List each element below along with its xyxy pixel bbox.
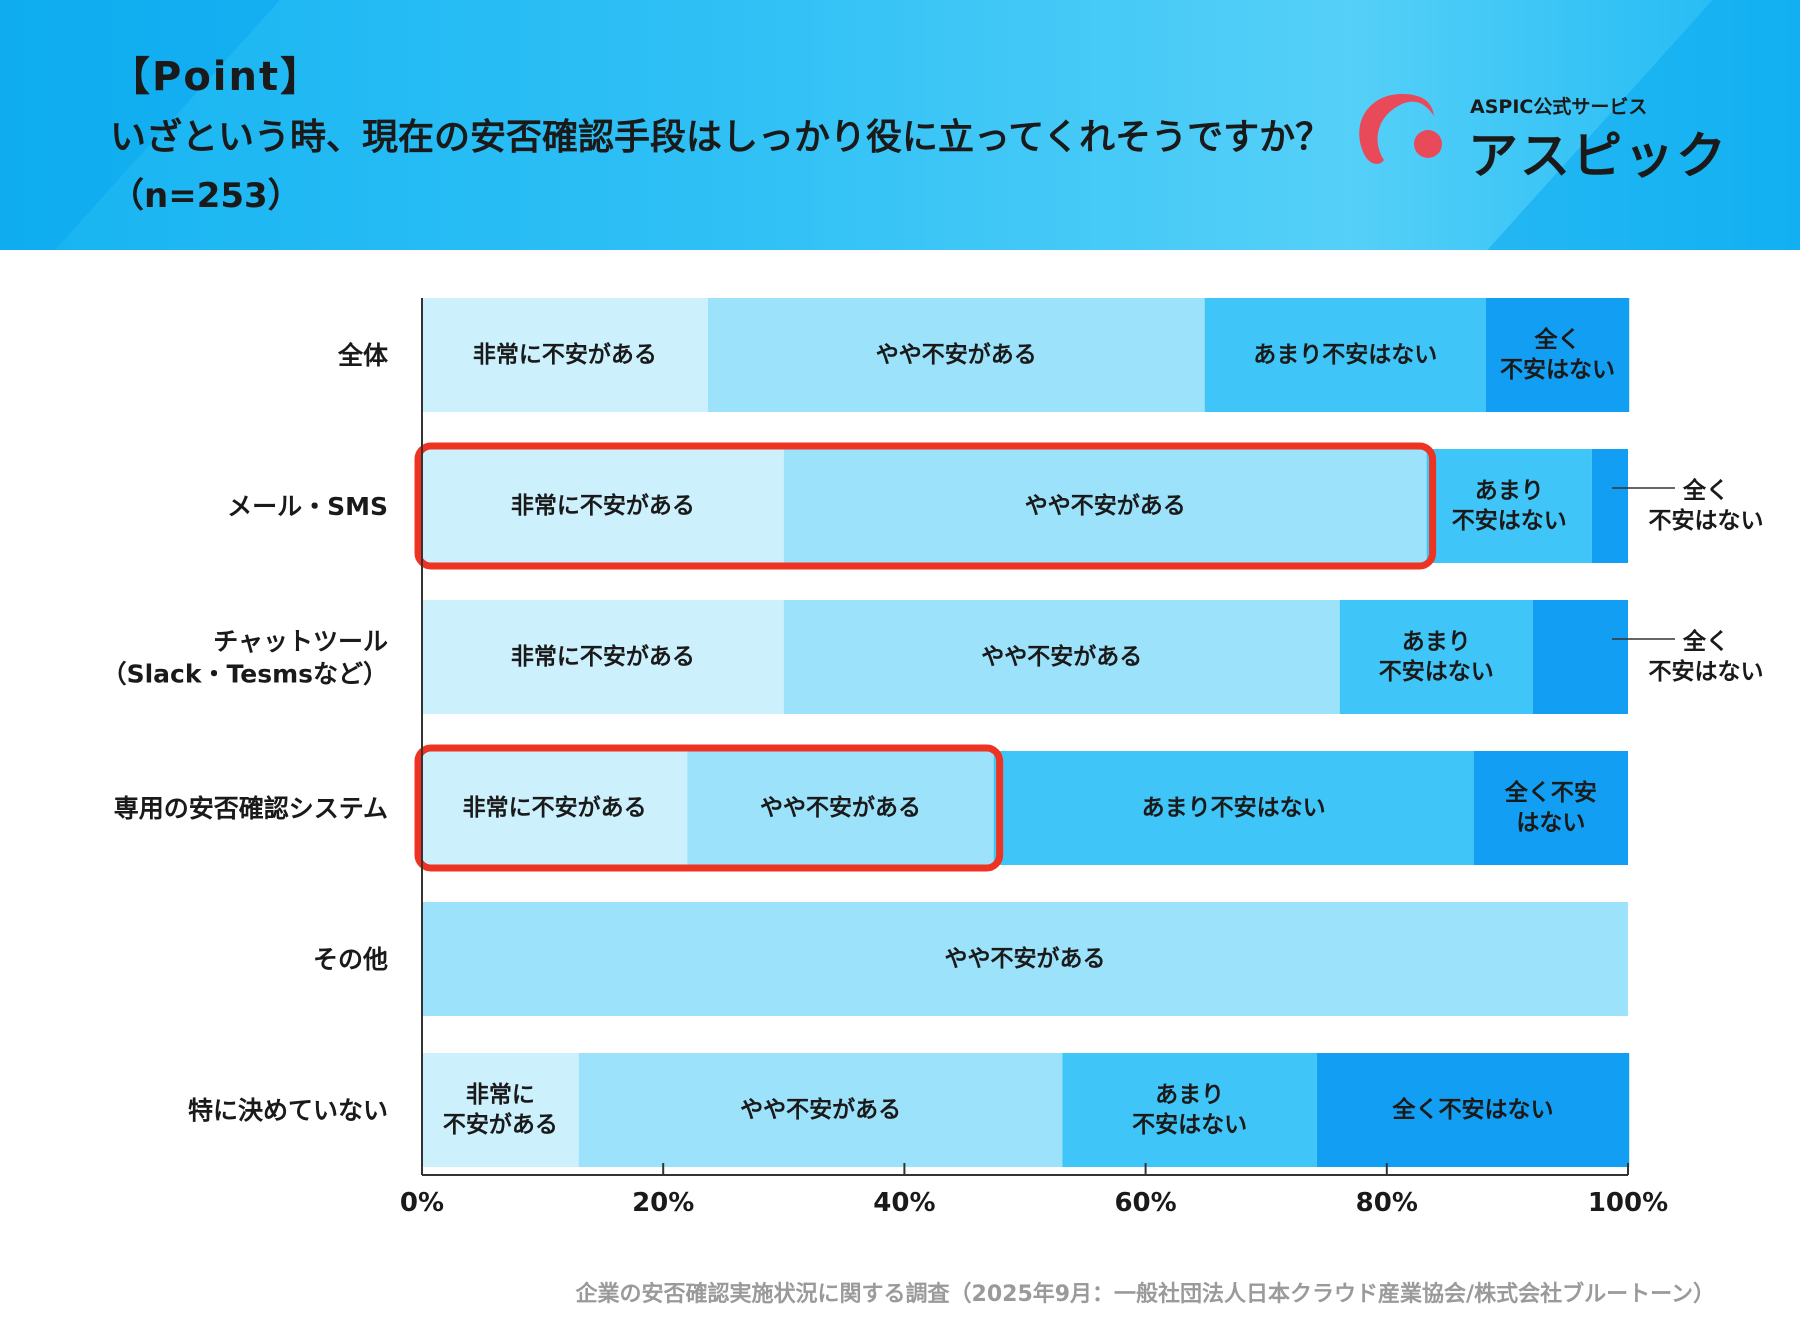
category-label: 専用の安否確認システム <box>114 794 388 823</box>
chart-title: いざという時、現在の安否確認手段はしっかり役に立ってくれそうですか？ <box>110 117 1332 158</box>
segment-label: あまり不安はない <box>1379 629 1494 685</box>
category-label: 特に決めていない <box>188 1096 388 1125</box>
bar-segment <box>1339 600 1533 714</box>
logo-subtitle: ASPIC公式サービス <box>1470 96 1648 118</box>
bar-segment <box>422 902 1628 1016</box>
bar-segment <box>422 449 784 563</box>
category-label: メール・SMS <box>227 492 388 521</box>
segment-label: やや不安がある <box>760 794 921 821</box>
bar-segment <box>1473 751 1628 865</box>
category-label: その他 <box>313 945 388 974</box>
x-tick-label: 80% <box>1356 1188 1418 1218</box>
segment-label: あまり不安はない <box>1452 478 1567 534</box>
segment-label: 非常に不安がある <box>511 492 695 519</box>
bar-segment <box>422 298 708 412</box>
segment-label: やや不安がある <box>981 643 1142 670</box>
segment-label: あまり不安はない <box>1132 1082 1247 1138</box>
segment-label: やや不安がある <box>1025 492 1186 519</box>
bar-segment <box>993 751 1474 865</box>
callout-label: 全く不安はない <box>1649 477 1764 534</box>
aspic-logo-icon <box>1359 94 1442 164</box>
x-tick-label: 40% <box>873 1188 935 1218</box>
bar-segment <box>1316 1053 1630 1167</box>
bar-segment <box>1532 600 1628 714</box>
bar-segment <box>783 449 1427 563</box>
x-tick-label: 60% <box>1114 1188 1176 1218</box>
bar-segment <box>1426 449 1592 563</box>
x-tick-label: 0% <box>400 1188 444 1218</box>
bar-segment <box>1062 1053 1317 1167</box>
bar-segment <box>422 1053 579 1167</box>
segment-label: 非常に不安がある <box>463 794 647 821</box>
segment-label: 全く不安はない <box>1504 779 1597 836</box>
sample-size: （n=253） <box>110 176 302 216</box>
x-tick-label: 20% <box>632 1188 694 1218</box>
segment-label: 非常に不安がある <box>511 643 695 670</box>
bar-segment <box>422 751 688 865</box>
bar-segment <box>783 600 1340 714</box>
bar-segment <box>1485 298 1630 412</box>
segment-label: 全く不安はない <box>1392 1096 1554 1123</box>
aspic-logo: ASPIC公式サービス アスピック <box>1350 82 1726 185</box>
bar-segment <box>1204 298 1486 412</box>
segment-label: やや不安がある <box>740 1096 901 1123</box>
point-heading: 【Point】 <box>110 54 323 100</box>
segment-label: 非常に不安がある <box>473 341 657 368</box>
bar-segment <box>707 298 1205 412</box>
segment-label: やや不安がある <box>876 341 1037 368</box>
segment-label: あまり不安はない <box>1142 794 1326 821</box>
x-tick-label: 100% <box>1588 1188 1668 1218</box>
category-label: チャットツール（Slack・Tesmsなど） <box>102 626 388 688</box>
category-label: 全体 <box>337 341 389 370</box>
segment-label: やや不安がある <box>945 945 1106 972</box>
segment-label: 全く不安はない <box>1500 326 1615 383</box>
segment-label: あまり不安はない <box>1253 341 1437 368</box>
segment-label: 非常に不安がある <box>443 1082 558 1138</box>
callout-label: 全く不安はない <box>1649 628 1764 685</box>
logo-name: アスピック <box>1468 127 1728 185</box>
header-banner: 【Point】 いざという時、現在の安否確認手段はしっかり役に立ってくれそうです… <box>0 0 1800 250</box>
highlight-box <box>414 442 1437 570</box>
bar-segment <box>578 1053 1063 1167</box>
bar-segment <box>422 600 784 714</box>
highlight-box <box>414 744 1004 872</box>
source-note: 企業の安否確認実施状況に関する調査（2025年9月：一般社団法人日本クラウド産業… <box>575 1282 1715 1307</box>
bar-segment <box>1591 449 1628 563</box>
bar-segment <box>687 751 994 865</box>
